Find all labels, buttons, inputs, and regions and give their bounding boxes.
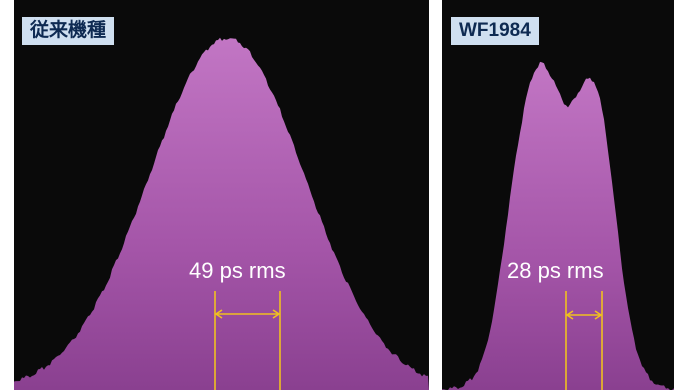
marker-arrow-right	[594, 310, 603, 320]
marker-arrow-left	[214, 309, 223, 319]
panel-previous-model: 従来機種 49 ps rms	[14, 0, 429, 390]
histogram-shape	[442, 61, 674, 390]
model-label-wf1984: WF1984	[451, 17, 539, 45]
model-label-previous: 従来機種	[22, 17, 115, 45]
marker-arrow-right	[272, 309, 281, 319]
histogram-wf1984	[442, 61, 674, 390]
jitter-measurement-wf1984: 28 ps rms	[507, 258, 604, 283]
histogram-previous-model	[14, 37, 429, 390]
panel-wf1984: WF1984 28 ps rms	[442, 0, 674, 390]
marker-arrow-left	[565, 310, 574, 320]
histogram-shape	[14, 37, 429, 390]
jitter-measurement-previous: 49 ps rms	[189, 258, 286, 283]
